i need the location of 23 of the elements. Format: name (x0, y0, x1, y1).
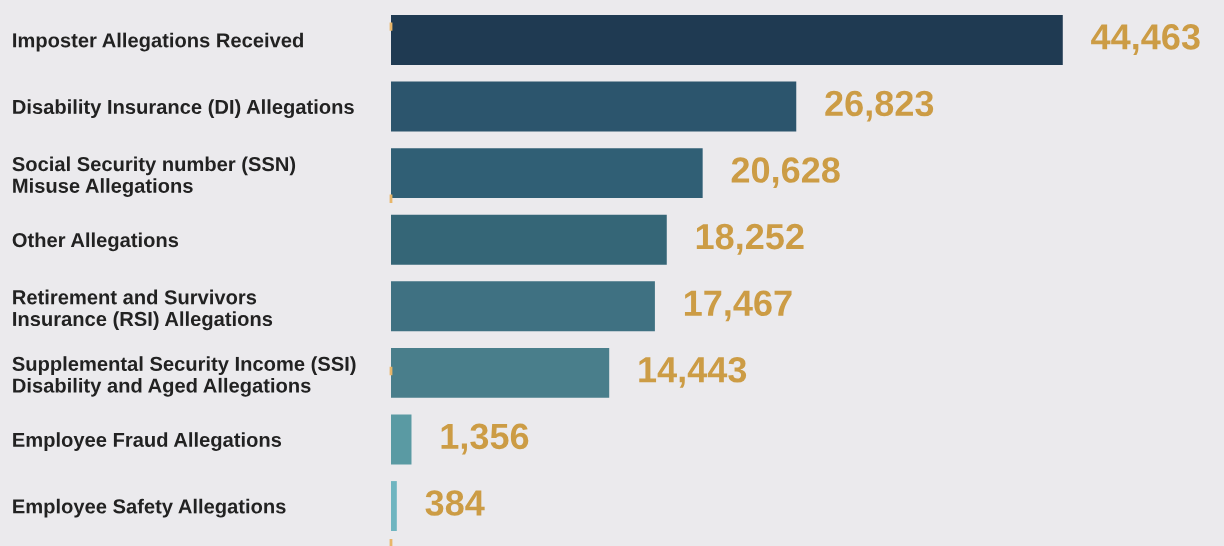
bar (391, 347, 610, 398)
bar (391, 281, 655, 332)
bar (391, 148, 703, 199)
y-tick-label: Supplemental Security Income (SSI) Disability and Aged Allegations (12, 356, 356, 397)
data-label: 1,356 (441, 423, 529, 455)
y-tick-label: Employee Safety Allegations (13, 498, 286, 518)
bar (391, 214, 667, 265)
data-label: 20,628 (731, 157, 840, 189)
bar (391, 414, 412, 465)
bar (391, 14, 1063, 65)
y-tick-label: Disability Insurance (DI) Allegations (13, 99, 354, 119)
data-label: 18,252 (696, 223, 804, 255)
data-label: 44,463 (1091, 24, 1200, 55)
data-label: 17,467 (684, 290, 792, 322)
data-label: 14,443 (639, 357, 747, 388)
y-tick-label: Imposter Allegations Received (13, 32, 303, 52)
data-label: 384 (425, 490, 485, 516)
y-tick-label: Employee Fraud Allegations (13, 432, 282, 452)
bar (391, 81, 797, 132)
y-tick-label: Social Security number (SSN) Misuse Allegations (12, 156, 296, 197)
y-tick-label: Other Allegations (12, 232, 179, 252)
data-label: 26,823 (825, 90, 934, 122)
y-tick-label: Retirement and Survivors Insurance (RSI) Allegations (13, 289, 273, 331)
